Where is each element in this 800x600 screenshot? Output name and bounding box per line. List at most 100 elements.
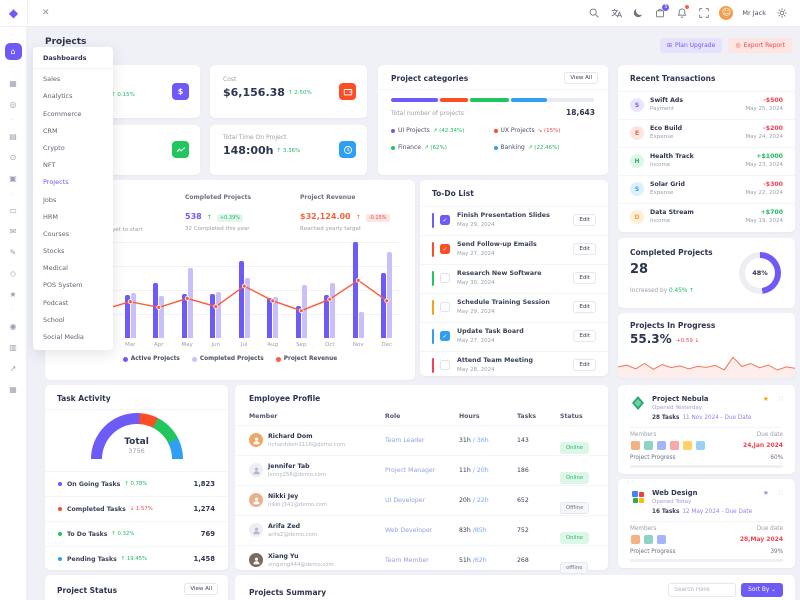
total-value: 3756 <box>128 447 145 455</box>
menu-item[interactable]: Podcast <box>43 298 69 307</box>
transaction-row[interactable]: E Eco Build Expense -$200 May 24, 2024 <box>618 119 795 147</box>
settings-gear-icon[interactable] <box>775 7 788 20</box>
sidebar-icon[interactable]: ▣ <box>9 173 17 183</box>
search-icon[interactable] <box>587 7 600 20</box>
sidebar-icon[interactable]: · <box>12 63 14 71</box>
table-row[interactable]: Richard Dom richarddom1116@demo.com Team… <box>235 425 608 455</box>
member-avatars <box>630 440 706 451</box>
table-row[interactable]: Jennifer Tab jenny258@demo.com Project M… <box>235 455 608 485</box>
todo-checkbox[interactable]: ✓ <box>440 302 450 312</box>
task-dot <box>58 482 62 486</box>
sidebar-icon[interactable]: ✎ <box>9 247 17 257</box>
todo-checkbox[interactable]: ✓ <box>440 273 450 283</box>
revenue-line <box>73 277 390 314</box>
sidebar-icon[interactable]: · <box>12 306 14 314</box>
menu-item[interactable]: Analytics <box>43 92 73 101</box>
todo-checkbox[interactable]: ✓ <box>440 331 450 341</box>
edit-button[interactable]: Edit <box>573 330 596 342</box>
user-name[interactable]: Mr Jack <box>742 9 766 17</box>
project-name: Project Nebula <box>652 395 709 403</box>
export-report-button[interactable]: ◎ Export Report <box>728 38 792 53</box>
menu-item[interactable]: Social Media <box>43 333 84 341</box>
menu-item[interactable]: Dashboards <box>33 49 113 69</box>
menu-item[interactable]: POS System <box>43 281 83 290</box>
sidebar-icon[interactable]: ▦ <box>9 384 17 394</box>
sidebar-icon[interactable]: · <box>12 31 14 39</box>
cart-icon[interactable]: 5 <box>653 3 670 20</box>
view-all-button[interactable]: View All <box>564 72 598 84</box>
employee-hours: 51h /62h <box>459 557 487 564</box>
todo-item: ✓ Research New Software May 30, 2024 Edi… <box>420 264 608 293</box>
sidebar-icon[interactable]: ▦ <box>9 78 17 88</box>
menu-item[interactable]: NFT <box>43 161 56 170</box>
grid-menu-icon[interactable]: ∷ <box>778 489 783 497</box>
menu-item[interactable]: Projects <box>43 178 69 187</box>
transaction-amount: -$300 <box>763 181 783 188</box>
sidebar-icon[interactable]: ▤ <box>9 131 17 141</box>
transaction-row[interactable]: S Solar Grid Expense -$300 May 22, 2024 <box>618 175 795 203</box>
view-all-button[interactable]: View All <box>184 583 218 595</box>
language-icon[interactable] <box>609 7 622 20</box>
sidebar-icon[interactable]: · <box>12 116 14 124</box>
menu-item[interactable]: Stocks <box>43 247 65 256</box>
edit-button[interactable]: Edit <box>573 359 596 371</box>
table-row[interactable]: Xiang Yu xingzing444@demo.com Team Membe… <box>235 545 608 575</box>
todo-checkbox[interactable]: ✓ <box>440 215 450 225</box>
sidebar-icon[interactable]: · <box>12 190 14 198</box>
todo-title: Schedule Training Session <box>457 299 550 306</box>
transaction-row[interactable]: S Swift Ads Payment -$500 May 25, 2024 <box>618 91 795 119</box>
employee-profile-card: Employee Profile Member Role Hours Tasks… <box>235 385 608 574</box>
menu-item[interactable]: Medical <box>43 264 68 273</box>
sidebar-icon[interactable]: ⌂ <box>4 43 22 60</box>
edit-button[interactable]: Edit <box>573 301 596 313</box>
sidebar-icon[interactable]: ◇ <box>9 268 17 278</box>
sidebar-icon[interactable]: ◉ <box>9 321 17 331</box>
star-icon[interactable]: ★ <box>762 395 769 403</box>
notifications-bell-icon[interactable] <box>675 4 690 20</box>
menu-item[interactable]: CRM <box>43 126 58 135</box>
progress-percent: 39% <box>770 549 783 555</box>
completed-projects-stat: Completed Projects 538 ↑ +0.39% 32 Compl… <box>185 194 251 232</box>
sidebar-icon[interactable]: ▥ <box>9 342 17 352</box>
todo-checkbox[interactable]: ✓ <box>440 244 450 254</box>
sidebar-icon[interactable]: ↗ <box>9 363 17 373</box>
close-icon[interactable]: ✕ <box>42 8 50 18</box>
menu-item[interactable]: Sales <box>43 75 61 84</box>
fullscreen-icon[interactable] <box>697 7 710 20</box>
sidebar-icon[interactable]: ✉ <box>9 226 17 236</box>
divider <box>630 427 783 428</box>
plan-upgrade-button[interactable]: ⊞ Plan Upgrade <box>659 38 723 53</box>
menu-item[interactable]: Jobs <box>43 195 57 204</box>
menu-item[interactable]: Crypto <box>43 143 65 152</box>
export-report-icon: ◎ <box>735 42 741 49</box>
sidebar-icon[interactable]: ⊙ <box>9 152 17 162</box>
menu-item[interactable]: HRM <box>43 212 59 221</box>
edit-button[interactable]: Edit <box>573 243 596 255</box>
employee-role: UI Developer <box>385 497 426 504</box>
transaction-type: Expense <box>650 190 674 196</box>
edit-button[interactable]: Edit <box>573 214 596 226</box>
sidebar-icon[interactable]: ★ <box>9 289 17 299</box>
star-icon[interactable]: ★ <box>762 489 769 497</box>
grid-menu-icon[interactable]: ∷ <box>778 395 783 403</box>
table-row[interactable]: Nikki Jey nikki.j141@demo.com UI Develop… <box>235 485 608 515</box>
total-projects-label: Total number of projects <box>391 110 464 117</box>
todo-checkbox[interactable]: ✓ <box>440 360 450 370</box>
sidebar-icon[interactable]: ▭ <box>9 205 17 215</box>
sidebar-icon[interactable]: ◎ <box>9 99 17 109</box>
search-input[interactable] <box>668 583 737 597</box>
table-row[interactable]: Arifa Zed arifaZ@demo.com Web Developer … <box>235 515 608 545</box>
sort-by-button[interactable]: Sort By ⌄ <box>741 583 783 597</box>
legend-item: Finance ↗ (62%) <box>391 144 494 151</box>
task-activity-card: Task Activity Total 3756 On Going Tasks … <box>45 385 228 570</box>
menu-item[interactable]: Courses <box>43 229 70 238</box>
menu-item[interactable]: School <box>43 315 65 324</box>
app-logo[interactable]: ◆ <box>0 0 28 26</box>
employee-hours: 31h / 36h <box>459 437 489 444</box>
menu-item[interactable]: Ecommerce <box>43 109 82 118</box>
transaction-row[interactable]: D Data Stream Income +$700 May 19, 2024 <box>618 203 795 231</box>
dark-mode-moon-icon[interactable] <box>631 7 644 20</box>
edit-button[interactable]: Edit <box>573 272 596 284</box>
transaction-row[interactable]: H Health Track Income +$1000 May 23, 202… <box>618 147 795 175</box>
user-avatar[interactable]: ☺ <box>719 6 734 20</box>
